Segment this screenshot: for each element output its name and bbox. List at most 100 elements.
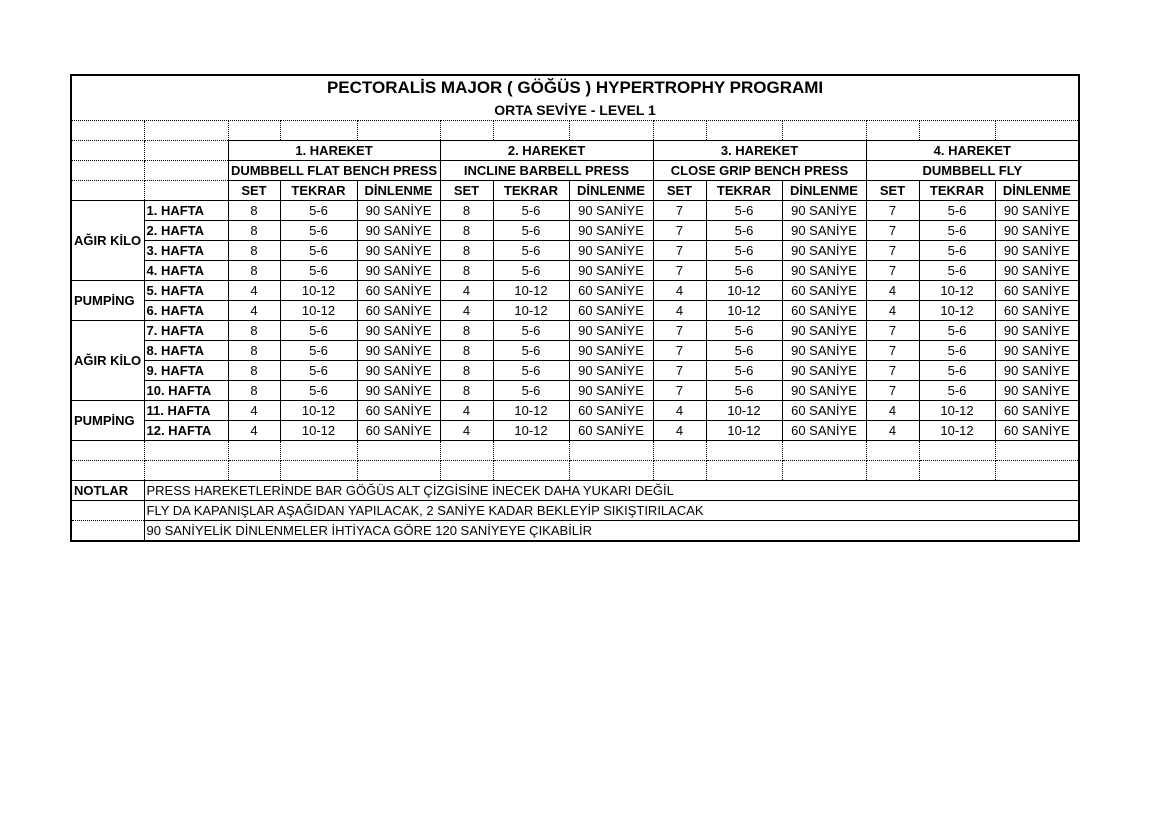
table-row: 8. HAFTA 8 5-6 90 SANİYE 8 5-6 90 SANİYE 7 5-6 90…	[71, 340, 1080, 361]
value-cell: 8	[227, 320, 281, 341]
program-table: PECTORALİS MAJOR ( GÖĞÜS ) HYPERTROPHY P…	[70, 74, 1081, 542]
value-cell: 10-12	[279, 400, 358, 421]
value-cell: 60 SANİYE	[568, 420, 654, 441]
value-cell: 90 SANİYE	[356, 220, 441, 241]
value-cell: 7	[652, 360, 707, 381]
value-cell: 7	[652, 240, 707, 261]
value-cell: 10-12	[492, 280, 570, 301]
value-cell: 60 SANİYE	[994, 280, 1080, 301]
value-cell: 60 SANİYE	[568, 400, 654, 421]
value-cell: 10-12	[705, 300, 783, 321]
value-cell: 7	[652, 320, 707, 341]
empty-cell	[70, 440, 145, 461]
column-header: SET	[865, 180, 920, 201]
exercise-name: CLOSE GRIP BENCH PRESS	[652, 160, 867, 181]
value-cell: 5-6	[705, 380, 783, 401]
value-cell: 5-6	[705, 340, 783, 361]
column-header: DİNLENME	[994, 180, 1080, 201]
column-header: SET	[439, 180, 494, 201]
week-label: 7. HAFTA	[143, 320, 229, 341]
empty-cell	[143, 180, 229, 201]
exercise-number: 1. HAREKET	[227, 140, 441, 161]
week-label: 12. HAFTA	[143, 420, 229, 441]
value-cell: 8	[227, 260, 281, 281]
value-cell: 8	[227, 360, 281, 381]
blank-row	[70, 440, 1080, 461]
note-text: PRESS HAREKETLERİNDE BAR GÖĞÜS ALT ÇİZGİ…	[143, 480, 1080, 501]
value-cell: 60 SANİYE	[356, 280, 441, 301]
value-cell: 60 SANİYE	[568, 300, 654, 321]
value-cell: 8	[439, 360, 494, 381]
empty-cell	[356, 440, 441, 461]
value-cell: 90 SANİYE	[568, 320, 654, 341]
value-cell: 7	[652, 340, 707, 361]
value-cell: 90 SANİYE	[356, 380, 441, 401]
value-cell: 60 SANİYE	[994, 400, 1080, 421]
value-cell: 5-6	[279, 260, 358, 281]
value-cell: 5-6	[705, 220, 783, 241]
value-cell: 90 SANİYE	[781, 240, 867, 261]
value-cell: 90 SANİYE	[568, 360, 654, 381]
value-cell: 8	[439, 200, 494, 221]
value-cell: 60 SANİYE	[781, 280, 867, 301]
value-cell: 90 SANİYE	[356, 260, 441, 281]
value-cell: 7	[865, 220, 920, 241]
value-cell: 90 SANİYE	[994, 320, 1080, 341]
column-header: SET	[227, 180, 281, 201]
exercise-number-row: 1. HAREKET 2. HAREKET 3. HAREKET 4. HAREKET	[70, 140, 1080, 161]
note-row: FLY DA KAPANIŞLAR AŞAĞIDAN YAPILACAK, 2 …	[70, 500, 1080, 521]
value-cell: 5-6	[492, 320, 570, 341]
column-header-row: SET TEKRAR DİNLENME SET TEKRAR DİNLENME SET TEK…	[70, 180, 1080, 201]
value-cell: 60 SANİYE	[356, 400, 441, 421]
empty-cell	[492, 460, 570, 481]
week-label: 2. HAFTA	[143, 220, 229, 241]
week-label: 8. HAFTA	[143, 340, 229, 361]
value-cell: 5-6	[279, 220, 358, 241]
value-cell: 60 SANİYE	[781, 300, 867, 321]
exercise-number: 4. HAREKET	[865, 140, 1080, 161]
value-cell: 10-12	[705, 280, 783, 301]
exercise-name: INCLINE BARBELL PRESS	[439, 160, 654, 181]
empty-cell	[439, 460, 494, 481]
empty-cell	[279, 120, 358, 141]
week-label: 4. HAFTA	[143, 260, 229, 281]
page-subtitle: ORTA SEVİYE - LEVEL 1	[71, 100, 1080, 121]
empty-cell	[705, 120, 783, 141]
value-cell: 5-6	[492, 200, 570, 221]
empty-cell	[918, 440, 996, 461]
exercise-number: 3. HAREKET	[652, 140, 867, 161]
empty-cell	[227, 120, 281, 141]
table-row: 4. HAFTA 8 5-6 90 SANİYE 8 5-6 90 SANİYE 7 5-6 90…	[71, 260, 1080, 281]
value-cell: 10-12	[492, 300, 570, 321]
column-header: TEKRAR	[918, 180, 996, 201]
value-cell: 90 SANİYE	[781, 380, 867, 401]
value-cell: 7	[865, 320, 920, 341]
table-row: 10. HAFTA 8 5-6 90 SANİYE 8 5-6 90 SANİYE 7 5-6 9…	[71, 380, 1080, 401]
value-cell: 8	[439, 240, 494, 261]
empty-cell	[994, 120, 1080, 141]
empty-cell	[492, 440, 570, 461]
value-cell: 60 SANİYE	[356, 420, 441, 441]
value-cell: 5-6	[705, 320, 783, 341]
value-cell: 5-6	[492, 260, 570, 281]
empty-cell	[652, 440, 707, 461]
empty-cell	[865, 440, 920, 461]
empty-cell	[994, 460, 1080, 481]
phase-label: PUMPİNG	[70, 280, 145, 321]
value-cell: 5-6	[918, 220, 996, 241]
phase-label: PUMPİNG	[70, 400, 145, 441]
table-row: 3. HAFTA 8 5-6 90 SANİYE 8 5-6 90 SANİYE 7 5-6 90…	[71, 240, 1080, 261]
empty-cell	[918, 460, 996, 481]
note-text: 90 SANİYELİK DİNLENMELER İHTİYACA GÖRE 1…	[143, 520, 1080, 542]
value-cell: 8	[227, 380, 281, 401]
value-cell: 5-6	[492, 220, 570, 241]
empty-cell	[227, 460, 281, 481]
value-cell: 5-6	[492, 360, 570, 381]
value-cell: 60 SANİYE	[356, 300, 441, 321]
exercise-name: DUMBBELL FLAT BENCH PRESS	[227, 160, 441, 181]
empty-cell	[279, 460, 358, 481]
value-cell: 4	[652, 300, 707, 321]
value-cell: 90 SANİYE	[568, 340, 654, 361]
empty-cell	[279, 440, 358, 461]
value-cell: 60 SANİYE	[568, 280, 654, 301]
